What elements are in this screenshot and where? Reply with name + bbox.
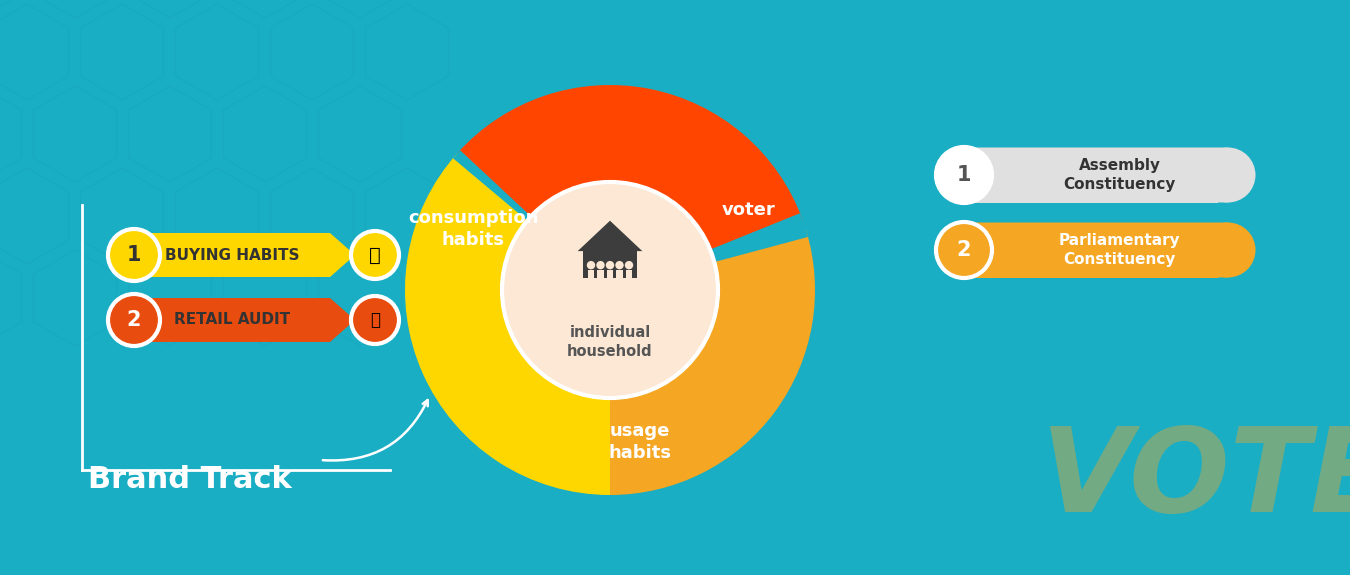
Text: Assembly
Constituency: Assembly Constituency [1064, 158, 1176, 192]
Circle shape [351, 296, 400, 344]
Circle shape [597, 261, 605, 269]
Text: 2: 2 [127, 310, 142, 330]
Circle shape [941, 223, 995, 278]
Circle shape [1200, 148, 1256, 202]
Wedge shape [405, 153, 610, 495]
Bar [617, 270, 622, 279]
Text: 1: 1 [127, 245, 142, 265]
Text: RETAIL AUDIT: RETAIL AUDIT [174, 312, 290, 328]
Circle shape [108, 229, 161, 281]
Bar [968, 148, 1218, 202]
Circle shape [625, 261, 633, 269]
Wedge shape [458, 85, 803, 290]
Bar [626, 270, 632, 279]
Circle shape [936, 222, 992, 278]
Bar [597, 270, 603, 279]
Bar [583, 251, 637, 278]
Circle shape [108, 294, 161, 346]
Text: 🛒: 🛒 [369, 246, 381, 264]
Polygon shape [138, 233, 355, 277]
Bar [587, 270, 594, 279]
Bar [620, 240, 626, 252]
Circle shape [1200, 223, 1256, 278]
Bar [968, 223, 1218, 278]
Text: usage
habits: usage habits [608, 422, 671, 462]
Bar [606, 270, 613, 279]
Text: Parliamentary
Constituency: Parliamentary Constituency [1058, 233, 1181, 267]
Text: individual
household: individual household [567, 325, 653, 359]
Wedge shape [454, 150, 610, 290]
Polygon shape [578, 221, 643, 251]
Circle shape [606, 261, 614, 269]
Circle shape [616, 261, 624, 269]
Circle shape [941, 148, 995, 202]
Circle shape [502, 182, 718, 398]
Circle shape [587, 261, 595, 269]
Wedge shape [610, 213, 809, 290]
Polygon shape [138, 298, 355, 342]
Polygon shape [968, 148, 1250, 202]
Polygon shape [968, 223, 1250, 278]
Wedge shape [610, 230, 815, 495]
Text: 1: 1 [957, 165, 971, 185]
Text: voter: voter [722, 201, 775, 219]
Text: Brand Track: Brand Track [88, 466, 292, 494]
Text: VOTE: VOTE [1040, 423, 1350, 538]
Text: consumption
habits: consumption habits [408, 209, 539, 249]
Circle shape [351, 231, 400, 279]
Text: BUYING HABITS: BUYING HABITS [165, 247, 300, 263]
Circle shape [936, 147, 992, 203]
Text: 📋: 📋 [370, 311, 379, 329]
Text: 2: 2 [957, 240, 971, 260]
